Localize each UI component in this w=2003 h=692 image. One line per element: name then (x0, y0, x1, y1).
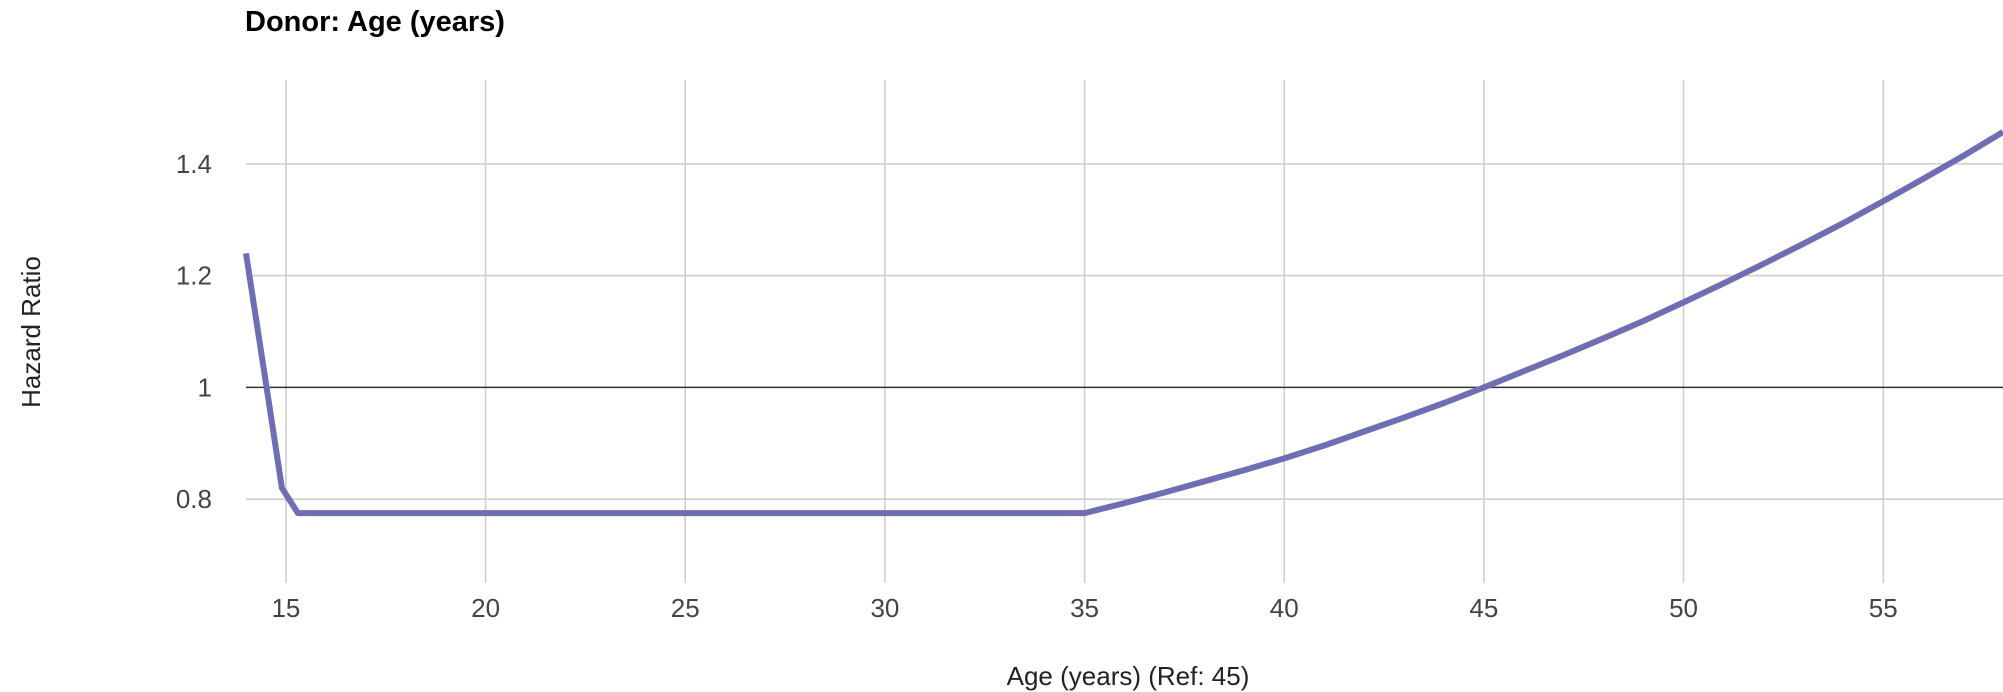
y-tick-label: 1.2 (176, 261, 212, 291)
y-tick-label: 0.8 (176, 484, 212, 514)
x-tick-label: 45 (1469, 593, 1498, 623)
series-line (243, 129, 2003, 517)
y-axis-tick-labels: 0.8 1 1.2 1.4 (176, 149, 212, 514)
x-tick-label: 50 (1669, 593, 1698, 623)
x-tick-label: 20 (471, 593, 500, 623)
y-axis-title: Hazard Ratio (16, 256, 46, 408)
y-tick-label: 1 (198, 372, 212, 402)
horizontal-gridlines (246, 163, 2003, 500)
vertical-gridlines (285, 80, 1884, 583)
x-tick-label: 25 (671, 593, 700, 623)
x-tick-label: 15 (271, 593, 300, 623)
x-axis-title: Age (years) (Ref: 45) (1007, 661, 1250, 691)
chart-title: Donor: Age (years) (245, 6, 505, 38)
x-axis-tick-labels: 15 20 25 30 35 40 45 50 55 (271, 593, 1897, 623)
x-tick-label: 30 (870, 593, 899, 623)
x-tick-label: 35 (1070, 593, 1099, 623)
x-tick-label: 40 (1270, 593, 1299, 623)
y-tick-label: 1.4 (176, 149, 212, 179)
x-tick-label: 55 (1869, 593, 1898, 623)
